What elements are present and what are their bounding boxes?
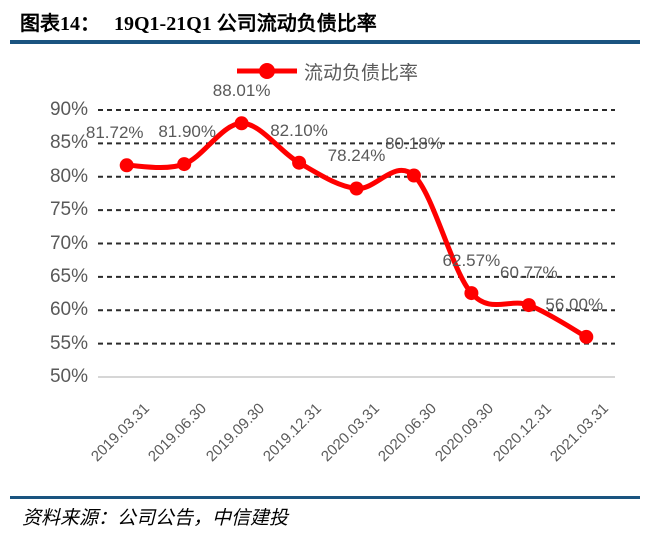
data-point-marker [119,158,134,173]
data-point-marker [234,116,249,131]
y-axis-tick-label: 55% [49,332,88,354]
y-axis-tick-label: 80% [49,165,88,187]
data-point-label: 62.57% [442,251,501,271]
data-point-label: 82.10% [270,120,328,140]
legend-line-marker-icon [237,63,297,79]
y-axis-tick-label: 85% [49,132,88,154]
figure-title-text: 19Q1-21Q1 公司流动负债比率 [114,13,377,35]
y-axis-tick-label: 50% [49,366,88,387]
data-point-label: 78.24% [327,146,386,166]
data-point-label: 80.18% [385,133,443,153]
top-divider [10,40,640,44]
y-axis-tick-label: 70% [49,232,88,254]
y-axis-tick-label: 75% [49,199,88,221]
bottom-divider [10,496,640,499]
figure-title: 图表14： 19Q1-21Q1 公司流动负债比率 [20,7,377,36]
y-axis-tick-label: 60% [49,299,88,321]
source-note: 资料来源：公司公告，中信建投 [22,508,289,529]
data-point-marker [521,298,536,313]
series-line [124,120,589,340]
data-point-marker [177,157,192,172]
y-axis-tick-label: 90% [49,99,88,120]
data-point-marker [292,155,307,170]
legend-series-label: 流动负债比率 [304,62,419,84]
chart-legend: 流动负债比率 [236,61,418,84]
y-axis-tick-label: 65% [49,265,88,287]
data-point-label: 56.00% [545,294,604,314]
figure-number: 图表14： [20,13,100,35]
data-point-label: 81.72% [85,123,144,143]
data-point-label: 81.90% [158,122,216,142]
data-point-marker [349,181,364,196]
data-point-marker [579,329,594,344]
data-point-label: 60.77% [499,263,558,283]
data-point-marker [406,168,421,183]
data-point-label: 88.01% [212,81,271,101]
data-point-marker [464,286,479,301]
